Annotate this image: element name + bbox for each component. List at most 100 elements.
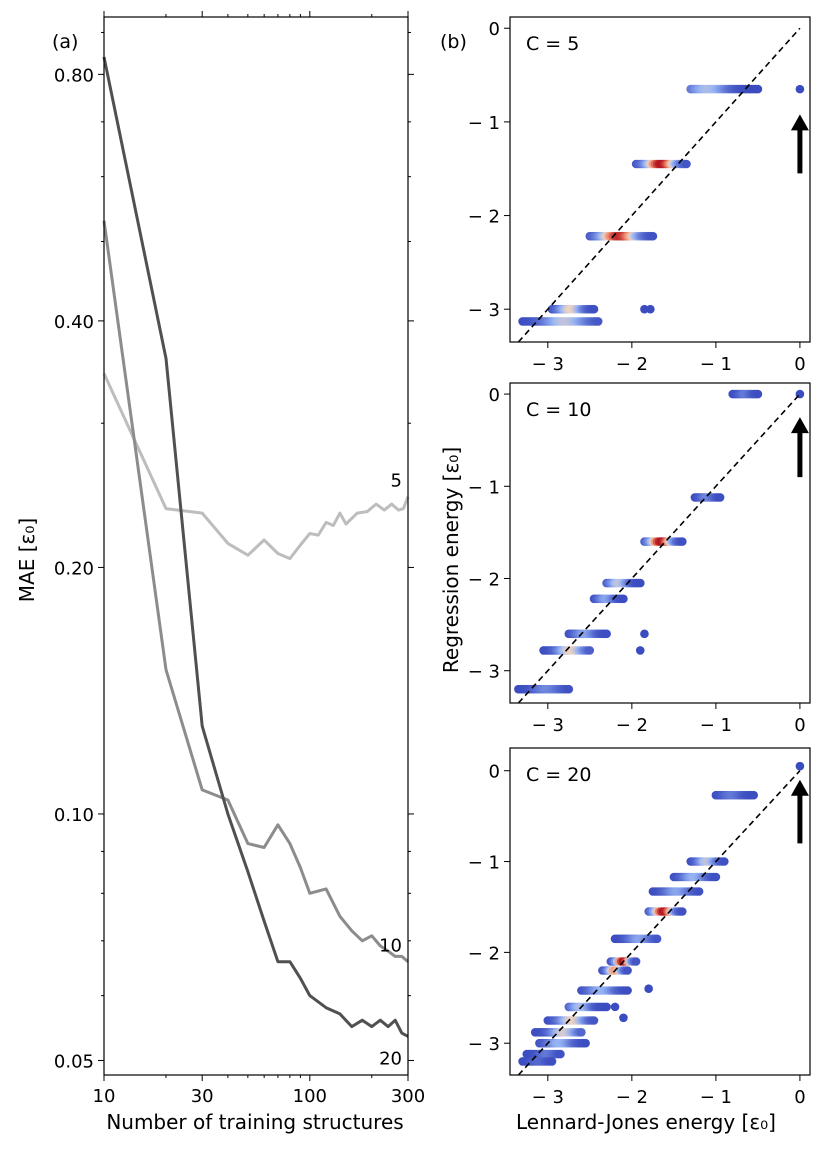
arrow-head bbox=[790, 779, 809, 796]
annotation-b2: C = 10 bbox=[526, 399, 591, 421]
series-line-20 bbox=[102, 56, 409, 1038]
outlier-point bbox=[646, 304, 655, 314]
points-group bbox=[514, 389, 805, 694]
x-tick-label: − 3 bbox=[532, 715, 564, 736]
data-point bbox=[547, 1057, 557, 1066]
panel-a-mae-vs-training: (a) 5 10 20 10 30 100 300 0.05 0.10 0.20 0.40 0.80… bbox=[15, 11, 425, 1134]
series-end-label-5: 5 bbox=[391, 471, 402, 492]
outlier-point bbox=[619, 1013, 628, 1023]
y-tick-label-a: 0.80 bbox=[54, 65, 94, 86]
data-point bbox=[682, 159, 691, 169]
x-tick-label-a: 10 bbox=[93, 1086, 116, 1107]
y-tick-label: − 2 bbox=[468, 943, 500, 964]
arrow-head bbox=[790, 114, 809, 131]
data-point bbox=[623, 966, 632, 975]
y-axis-label-b: Regression energy [ε₀] bbox=[439, 447, 463, 673]
panel-label-a: (a) bbox=[52, 31, 78, 53]
y-tick-label: − 3 bbox=[468, 662, 500, 683]
points-group bbox=[518, 84, 805, 326]
mae-series-group: 5 10 20 bbox=[102, 56, 410, 1069]
data-point bbox=[749, 790, 758, 800]
data-point bbox=[715, 493, 725, 502]
data-point bbox=[581, 1038, 590, 1048]
identity-line bbox=[517, 393, 801, 704]
plot-frame-b2 bbox=[509, 382, 811, 704]
outlier-point bbox=[640, 304, 649, 314]
y-tick-label: − 3 bbox=[468, 300, 500, 321]
data-point bbox=[753, 389, 763, 399]
outlier-point bbox=[795, 761, 805, 771]
plot-frame-b1 bbox=[509, 16, 811, 343]
data-point bbox=[556, 1049, 565, 1059]
x-tick-label: 0 bbox=[794, 715, 805, 736]
data-point bbox=[678, 907, 687, 916]
panel-b-parity-plots: C = 5 − 3 − 2 − 1 0 0 − 1 − 2 − 3 C = 10 − 3 − 2 − 1… bbox=[468, 16, 811, 1108]
data-point bbox=[720, 857, 729, 866]
data-point bbox=[564, 684, 574, 694]
data-point bbox=[602, 1002, 611, 1012]
x-tick-label: − 1 bbox=[700, 1087, 732, 1108]
panel-a-axes: 10 30 100 300 0.05 0.10 0.20 0.40 0.80 bbox=[54, 11, 425, 1107]
y-tick-label: 0 bbox=[489, 19, 500, 40]
data-point bbox=[636, 578, 645, 588]
annotation-b1: C = 5 bbox=[526, 33, 579, 55]
data-point bbox=[589, 304, 599, 314]
y-tick-label: 0 bbox=[489, 385, 500, 406]
x-tick-label: − 1 bbox=[700, 354, 732, 375]
data-point bbox=[577, 1028, 586, 1037]
x-tick-label: − 2 bbox=[616, 1087, 648, 1108]
series-line-5 bbox=[102, 372, 410, 561]
y-tick-label: − 1 bbox=[468, 853, 500, 874]
y-tick-label: − 1 bbox=[468, 477, 500, 498]
y-axis-label-a: MAE [ε₀] bbox=[15, 518, 39, 602]
parity-plot-b3: C = 20 − 3 − 2 − 1 0 0 − 1 − 2 − 3 bbox=[468, 747, 811, 1108]
parity-plot-b1: C = 5 − 3 − 2 − 1 0 0 − 1 − 2 − 3 bbox=[468, 16, 811, 375]
x-tick-label: − 1 bbox=[700, 715, 732, 736]
x-axis-label-b: Lennard-Jones energy [ε₀] bbox=[516, 1110, 776, 1134]
x-tick-label-a: 300 bbox=[391, 1086, 425, 1107]
outlier-point bbox=[610, 1002, 620, 1012]
identity-line bbox=[517, 27, 801, 343]
y-tick-label: − 3 bbox=[468, 1034, 500, 1055]
outlier-point bbox=[644, 984, 653, 994]
data-point bbox=[619, 594, 628, 604]
series-line-10 bbox=[102, 220, 409, 963]
data-point bbox=[585, 646, 595, 655]
data-point bbox=[623, 986, 632, 995]
y-tick-label: − 1 bbox=[468, 113, 500, 134]
y-tick-label-a: 0.10 bbox=[54, 805, 94, 826]
data-point bbox=[602, 629, 611, 639]
y-tick-label: − 2 bbox=[468, 207, 500, 228]
y-tick-label: 0 bbox=[489, 762, 500, 783]
data-point bbox=[694, 887, 704, 896]
x-tick-label: 0 bbox=[794, 1087, 805, 1108]
y-tick-label-a: 0.20 bbox=[54, 558, 94, 579]
arrow-head bbox=[790, 417, 809, 434]
y-tick-label-a: 0.05 bbox=[54, 1051, 94, 1072]
outlier-point bbox=[795, 84, 805, 94]
plot-frame-a bbox=[103, 16, 409, 1076]
outlier-point bbox=[640, 629, 649, 639]
identity-line bbox=[517, 770, 801, 1076]
x-axis-label-a: Number of training structures bbox=[106, 1110, 403, 1134]
points-group bbox=[518, 761, 805, 1066]
data-point bbox=[652, 934, 662, 944]
parity-plot-b2: C = 10 − 3 − 2 − 1 0 0 − 1 − 2 − 3 bbox=[468, 382, 811, 736]
series-end-label-10: 10 bbox=[379, 936, 402, 957]
y-tick-label: − 2 bbox=[468, 570, 500, 591]
data-point bbox=[589, 1016, 599, 1025]
x-tick-label: − 3 bbox=[532, 1087, 564, 1108]
series-end-label-20: 20 bbox=[379, 1048, 402, 1069]
data-point bbox=[631, 957, 641, 966]
data-point bbox=[648, 231, 658, 241]
plot-frame-b3 bbox=[509, 747, 811, 1076]
x-tick-label-a: 100 bbox=[293, 1086, 327, 1107]
data-point bbox=[753, 84, 763, 94]
annotation-b3: C = 20 bbox=[526, 764, 591, 786]
x-tick-label: 0 bbox=[794, 354, 805, 375]
x-tick-label: − 2 bbox=[616, 354, 648, 375]
y-tick-label-a: 0.40 bbox=[54, 312, 94, 333]
x-tick-label: − 3 bbox=[532, 354, 564, 375]
x-tick-label: − 2 bbox=[616, 715, 648, 736]
